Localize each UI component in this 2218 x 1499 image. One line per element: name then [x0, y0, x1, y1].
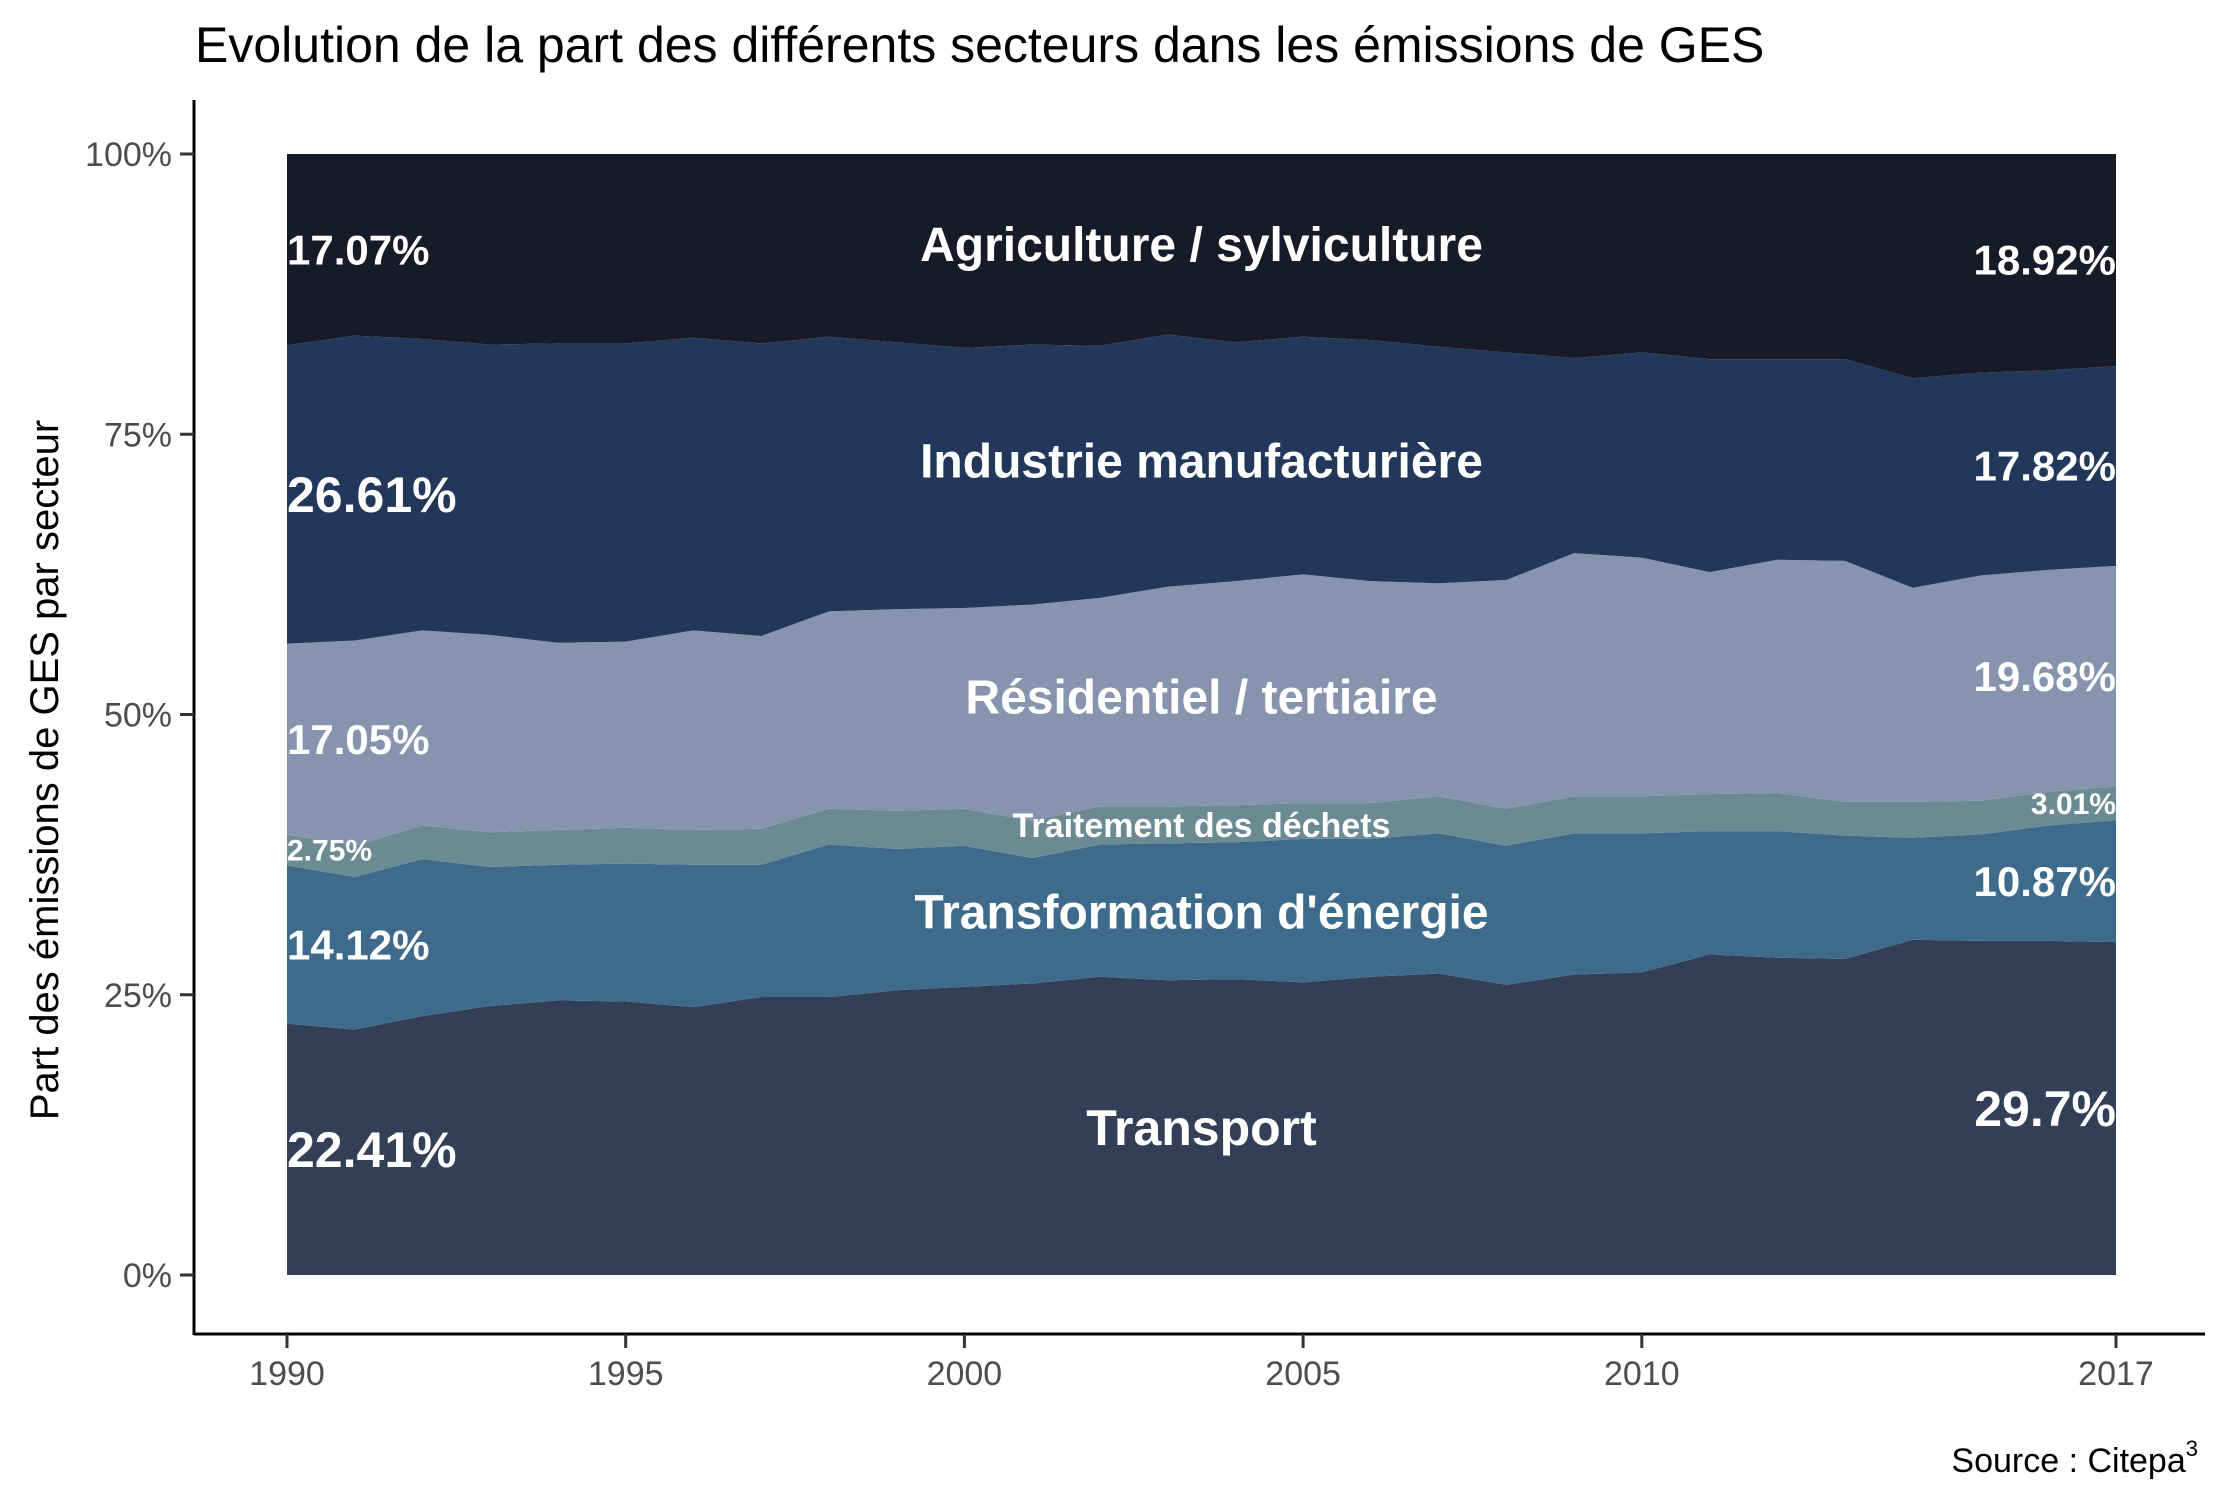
- area-transport: [287, 939, 2116, 1275]
- area-transformation-d-energie: [287, 820, 2116, 1030]
- end-label-residentiel-tertiaire: 19.68%: [1974, 653, 2116, 700]
- chart-title: Evolution de la part des différents sect…: [195, 17, 1764, 73]
- source-superscript: 3: [2186, 1436, 2198, 1461]
- sector-label-transport: Transport: [1086, 1100, 1317, 1156]
- sector-label-industrie-manufacturiere: Industrie manufacturière: [920, 435, 1483, 488]
- x-tick-label: 1990: [249, 1355, 325, 1393]
- x-tick-label: 2010: [1604, 1355, 1680, 1393]
- y-tick-label: 25%: [104, 977, 172, 1015]
- area-series-group: [287, 154, 2116, 1275]
- y-tick-label: 50%: [104, 697, 172, 735]
- x-tick-label: 2000: [927, 1355, 1003, 1393]
- sector-label-agriculture-sylviculture: Agriculture / sylviculture: [920, 219, 1483, 272]
- end-label-traitement-des-dechets: 3.01%: [2031, 788, 2116, 821]
- series-labels-group: 22.41% 29.7% Transport 14.12% 10.87% Transfor…: [287, 219, 2116, 1178]
- end-label-industrie-manufacturiere: 17.82%: [1974, 443, 2116, 490]
- start-label-transformation-d-energie: 14.12%: [287, 921, 429, 968]
- x-tick-label: 1995: [588, 1355, 664, 1393]
- x-tick-label: 2005: [1265, 1355, 1341, 1393]
- start-label-industrie-manufacturiere: 26.61%: [287, 467, 457, 523]
- y-tick-label: 100%: [85, 136, 172, 174]
- sector-label-residentiel-tertiaire: Résidentiel / tertiaire: [965, 671, 1437, 724]
- area-residentiel-tertiaire: [287, 553, 2116, 846]
- start-label-residentiel-tertiaire: 17.05%: [287, 716, 429, 763]
- y-tick-label: 75%: [104, 416, 172, 454]
- area-agriculture-sylviculture: [287, 154, 2116, 379]
- sector-label-traitement-des-dechets: Traitement des déchets: [1013, 807, 1391, 845]
- source-note: Source : Citepa3: [1951, 1436, 2198, 1480]
- start-label-transport: 22.41%: [287, 1122, 457, 1178]
- start-label-traitement-des-dechets: 2.75%: [287, 835, 372, 868]
- source-text: Source : Citepa: [1951, 1442, 2185, 1480]
- y-tick-label: 0%: [123, 1257, 172, 1295]
- end-label-transformation-d-energie: 10.87%: [1974, 858, 2116, 905]
- start-label-agriculture-sylviculture: 17.07%: [287, 226, 429, 273]
- end-label-transport: 29.7%: [1974, 1081, 2116, 1137]
- end-label-agriculture-sylviculture: 18.92%: [1974, 237, 2116, 284]
- area-industrie-manufacturiere: [287, 334, 2116, 644]
- x-tick-label: 2017: [2078, 1355, 2154, 1393]
- area-traitement-des-dechets: [287, 786, 2116, 877]
- x-axis-ticks: 1990 1995 2000 2005 2010 2017: [249, 1334, 2154, 1393]
- y-axis-ticks: 0% 25% 50% 75% 100%: [85, 136, 194, 1295]
- sector-label-transformation-d-energie: Transformation d'énergie: [914, 887, 1488, 940]
- y-axis-label: Part des émissions de GES par secteur: [23, 420, 67, 1120]
